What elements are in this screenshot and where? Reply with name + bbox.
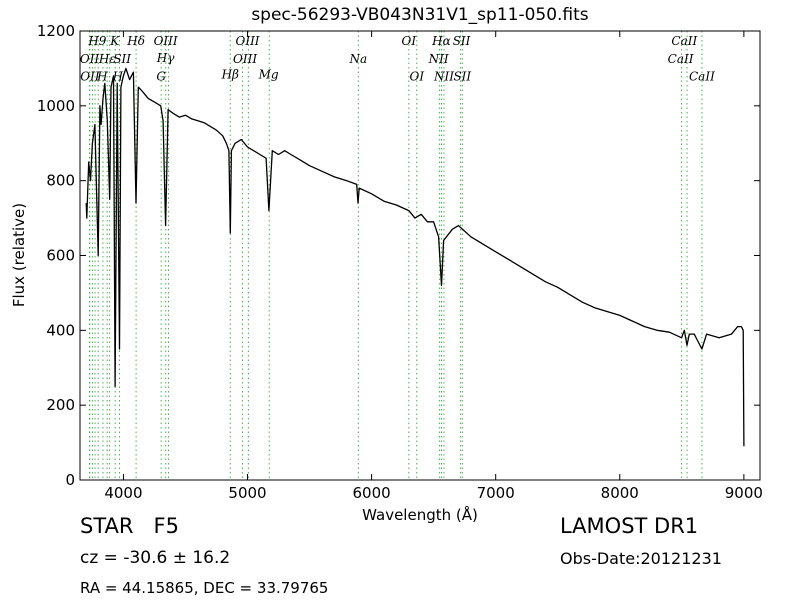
x-tick-label: 5000 — [228, 484, 266, 502]
y-tick-label: 600 — [46, 247, 75, 265]
survey-name: LAMOST DR1 — [560, 514, 699, 538]
object-class: STAR F5 — [80, 514, 179, 538]
spectral-line-label: G — [156, 69, 166, 83]
spectral-line-label: Hα — [431, 34, 451, 48]
axis-ticks: 4000 5000 6000 7000 8000 9000 0 200 400 600 800 100… — [37, 22, 763, 502]
spectral-line-label: SII — [113, 52, 131, 66]
spectral-line-label: Mg — [258, 68, 279, 82]
spectral-line-label: OI — [409, 69, 424, 83]
spectral-line-markers — [88, 31, 703, 480]
y-tick-label: 1200 — [37, 22, 75, 40]
x-axis-label: Wavelength (Å) — [362, 506, 478, 524]
plot-frame — [79, 30, 761, 481]
spectral-line-label: OIII — [233, 52, 257, 66]
x-tick-label: 6000 — [353, 484, 391, 502]
chart-title: spec-56293-VB043N31V1_sp11-050.fits — [251, 5, 589, 25]
spectral-line-label: Na — [349, 52, 368, 66]
y-axis-label: Flux (relative) — [10, 202, 28, 308]
spectral-line-label: Hγ — [156, 51, 175, 65]
spectral-line-label: SII — [453, 34, 471, 48]
x-tick-label: 9000 — [725, 484, 763, 502]
observation-date: Obs-Date:20121231 — [560, 549, 722, 568]
spectral-line-label: CaII — [689, 69, 715, 83]
spectral-line-label: Hβ — [221, 68, 239, 82]
y-tick-label: 1000 — [37, 97, 75, 115]
spectral-line-label: OI — [402, 34, 417, 48]
x-tick-label: 7000 — [477, 484, 515, 502]
y-tick-label: 400 — [46, 321, 75, 339]
coordinates: RA = 44.15865, DEC = 33.79765 — [80, 579, 329, 597]
y-tick-label: 0 — [65, 471, 75, 489]
y-tick-label: 800 — [46, 172, 75, 190]
spectral-line-label: SII — [453, 69, 471, 83]
spectral-line-label: H — [112, 69, 124, 83]
x-tick-label: 4000 — [104, 484, 142, 502]
y-tick-label: 200 — [46, 396, 75, 414]
flux-series-line — [85, 67, 745, 447]
spectrum-series — [85, 67, 745, 447]
spectral-line-label: OIII — [154, 34, 178, 48]
spectral-line-label: Hε — [98, 52, 116, 66]
spectral-line-label: CaII — [668, 52, 694, 66]
x-tick-label: 8000 — [601, 484, 639, 502]
spectral-line-label: H9 — [87, 34, 106, 48]
spectral-line-label: H — [96, 69, 108, 83]
spectral-line-label: Hδ — [126, 34, 145, 48]
spectral-line-label: NII — [428, 52, 449, 66]
spectral-line-label: OII — [80, 52, 100, 66]
spectral-line-label: K — [109, 34, 120, 48]
spectral-line-label: NII — [433, 69, 454, 83]
redshift-value: cz = -30.6 ± 16.2 — [80, 548, 231, 568]
spectral-line-label: OIII — [235, 34, 259, 48]
spectral-line-label: CaII — [671, 34, 697, 48]
spectral-line-label: OII — [80, 69, 100, 83]
